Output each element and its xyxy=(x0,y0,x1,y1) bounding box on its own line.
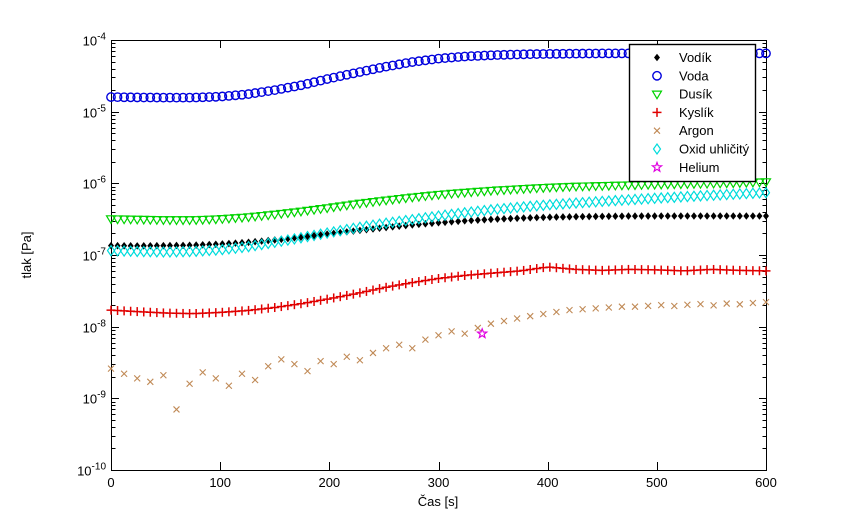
y-axis-label: tlak [Pa] xyxy=(19,232,34,279)
legend-label: Helium xyxy=(679,160,719,175)
legend-label: Kyslík xyxy=(679,105,714,120)
legend-label: Dusík xyxy=(679,87,713,102)
y-tick-label: 10-5 xyxy=(83,104,107,121)
series-dus-k xyxy=(105,178,772,226)
x-tick-label: 100 xyxy=(209,475,231,490)
legend-label: Vodík xyxy=(679,50,712,65)
y-tick-label: 10-10 xyxy=(77,462,106,479)
x-tick-label: 0 xyxy=(107,475,114,490)
x-tick-label: 300 xyxy=(428,475,450,490)
series-oxid-uhli-it- xyxy=(106,186,771,259)
y-tick-label: 10-9 xyxy=(83,390,107,407)
legend-label: Argon xyxy=(679,123,714,138)
x-tick-label: 200 xyxy=(318,475,340,490)
series-kysl-k xyxy=(106,262,771,319)
axis-tick-labels: 0 100 200 300 400 500 600 10-4 10-5 10-6 10-7 10-8 1… xyxy=(77,32,777,491)
x-tick-label: 500 xyxy=(646,475,668,490)
legend: Vodík Voda Dusík Kyslík Argon Oxid uhličitý He… xyxy=(628,43,757,183)
legend-label: Voda xyxy=(679,68,709,83)
y-tick-label: 10-8 xyxy=(83,319,107,336)
y-tick-label: 10-6 xyxy=(83,175,107,192)
legend-label: Oxid uhličitý xyxy=(679,142,750,157)
x-tick-label: 400 xyxy=(537,475,559,490)
series-vod-k xyxy=(108,212,769,250)
x-axis-label: Čas [s] xyxy=(418,494,458,509)
series-helium xyxy=(475,327,489,339)
series-argon xyxy=(107,298,770,413)
y-tick-label: 10-4 xyxy=(83,32,107,49)
x-tick-label: 600 xyxy=(755,475,777,490)
y-tick-label: 10-7 xyxy=(83,247,107,264)
